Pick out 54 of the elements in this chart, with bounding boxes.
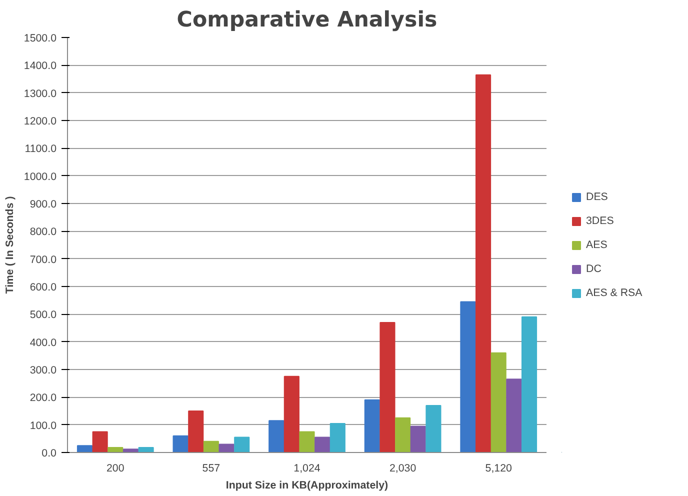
x-tick-label: 1,024	[294, 462, 320, 474]
bar	[218, 444, 234, 452]
bar	[268, 420, 284, 452]
x-tick-label: 2,030	[389, 462, 416, 474]
bar	[364, 399, 380, 452]
bar	[426, 404, 442, 452]
bar	[395, 417, 411, 452]
y-tick-label: 1400.0	[24, 60, 57, 72]
legend-label: DES	[586, 190, 608, 202]
bar	[490, 352, 506, 452]
y-tick-label: 1200.0	[24, 116, 57, 128]
bar	[314, 436, 330, 452]
bar	[234, 436, 250, 452]
bar	[330, 422, 346, 452]
bar	[410, 426, 426, 452]
y-tick-label: 800.0	[30, 226, 57, 238]
y-axis-title: Time ( In Seconds )	[4, 196, 16, 294]
bar	[76, 445, 93, 452]
bar	[188, 410, 204, 452]
legend-label: AES	[586, 238, 608, 250]
x-tick-label: 5,120	[485, 462, 512, 474]
y-tick-label: 700.0	[30, 254, 57, 266]
y-tick-label: 1300.0	[24, 88, 57, 100]
bar	[475, 74, 492, 452]
legend-label: DC	[586, 262, 602, 274]
x-axis-title: Input Size in KB(Approximately)	[226, 480, 389, 492]
bar	[299, 431, 315, 452]
bar	[122, 448, 139, 452]
chart-title: Comparative Analysis	[176, 8, 438, 32]
y-tick-label: 100.0	[30, 420, 57, 432]
bar	[172, 435, 188, 452]
bar	[284, 376, 300, 452]
y-tick-label: 1100.0	[24, 143, 57, 156]
legend-label: 3DES	[586, 214, 614, 226]
bar	[92, 431, 108, 452]
bar	[108, 447, 124, 452]
y-tick-label: 1000.0	[24, 170, 57, 183]
y-tick-label: 0.0	[42, 448, 57, 460]
x-tick-label: 557	[202, 462, 220, 474]
y-tick-label: 500.0	[30, 309, 57, 322]
y-tick-label: 400.0	[30, 336, 57, 349]
y-tick-label: 900.0	[30, 198, 57, 210]
y-tick-label: 300.0	[30, 364, 57, 376]
y-tick-label: 1500.0	[24, 32, 57, 44]
bar	[380, 322, 396, 452]
y-tick-label: 200.0	[30, 392, 57, 404]
legend-label: AES & RSA	[586, 286, 642, 298]
bar	[521, 316, 538, 452]
bar	[138, 447, 154, 452]
y-tick-label: 600.0	[30, 282, 57, 294]
bar	[203, 440, 219, 452]
bar	[506, 378, 522, 452]
bar	[460, 301, 476, 452]
x-tick-label: 200	[106, 462, 124, 474]
